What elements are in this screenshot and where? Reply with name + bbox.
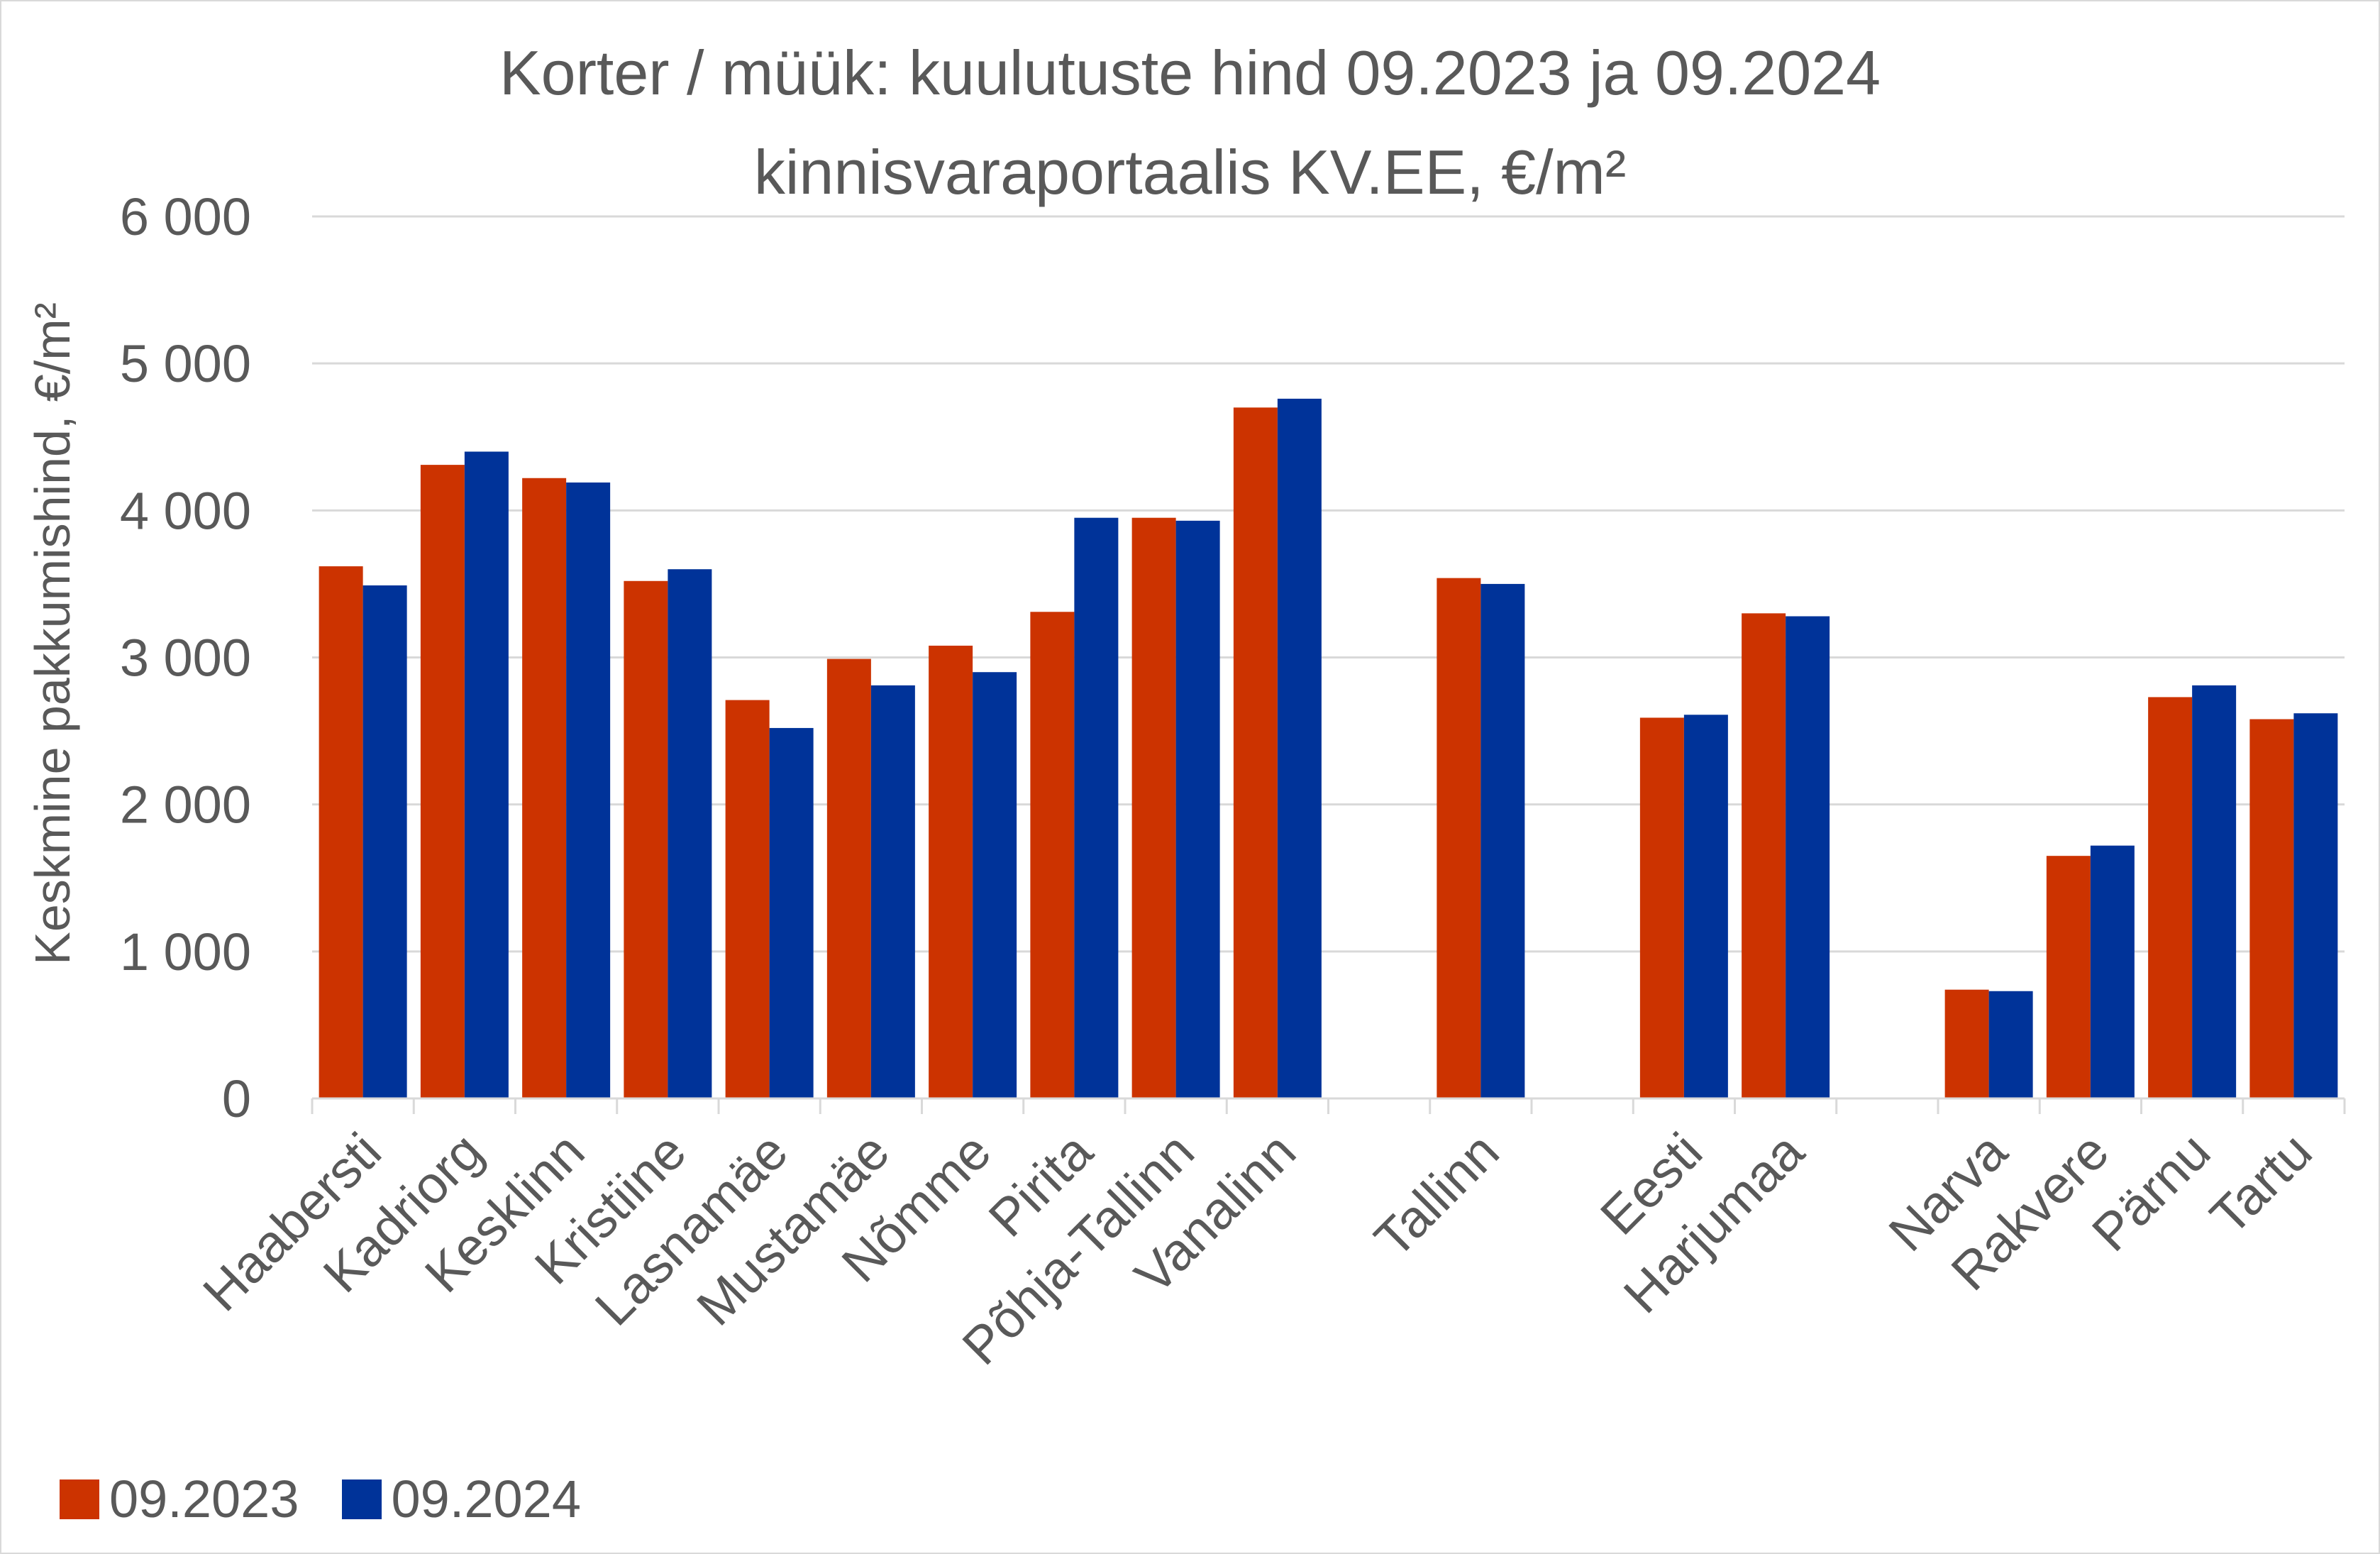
bar-09.2024-Harjumaa bbox=[1786, 616, 1830, 1098]
bar-09.2024-Kesklinn bbox=[566, 482, 611, 1098]
y-tick-label: 5 000 bbox=[120, 334, 251, 393]
chart-title: Korter / müük: kuulutuste hind 09.2023 j… bbox=[499, 38, 1881, 108]
bar-09.2023-Kadriorg bbox=[420, 465, 465, 1098]
bar-09.2023-Lasnamäe bbox=[725, 700, 770, 1098]
bar-09.2023-Narva bbox=[1944, 989, 1989, 1098]
bar-09.2023-Kristiine bbox=[624, 580, 668, 1098]
y-axis-label: Keskmine pakkumishind, €/m² bbox=[25, 302, 80, 965]
bar-09.2024-Kadriorg bbox=[464, 451, 509, 1098]
bar-09.2023-Harjumaa bbox=[1742, 613, 1786, 1098]
legend: 09.2023 09.2024 bbox=[60, 1469, 624, 1529]
bar-09.2024-Tallinn bbox=[1480, 583, 1525, 1098]
bar-09.2023-Haabersti bbox=[319, 566, 363, 1098]
bar-09.2024-Eesti bbox=[1683, 715, 1728, 1098]
bar-09.2023-Rakvere bbox=[2046, 856, 2091, 1098]
legend-swatch bbox=[341, 1479, 382, 1519]
bar-09.2024-Narva bbox=[1988, 991, 2033, 1098]
bar-09.2024-Kristiine bbox=[668, 569, 712, 1098]
bar-09.2023-Pirita bbox=[1030, 612, 1075, 1098]
x-tick-label: Pärnu bbox=[2081, 1122, 2221, 1262]
y-tick-label: 3 000 bbox=[120, 629, 251, 688]
bar-09.2023-Tallinn bbox=[1437, 578, 1481, 1098]
bar-09.2023-Eesti bbox=[1639, 717, 1684, 1098]
legend-item: 09.2024 bbox=[341, 1469, 582, 1529]
y-tick-label: 6 000 bbox=[120, 187, 251, 246]
bar-09.2024-Pärnu bbox=[2192, 685, 2237, 1098]
bar-09.2023-Pärnu bbox=[2148, 697, 2193, 1098]
legend-label: 09.2024 bbox=[391, 1470, 582, 1528]
legend-item: 09.2023 bbox=[60, 1469, 299, 1529]
bar-09.2023-Tartu bbox=[2249, 719, 2294, 1098]
bar-09.2023-Kesklinn bbox=[522, 478, 567, 1098]
bar-09.2023-Mustamäe bbox=[826, 658, 871, 1098]
bar-09.2023-Põhja-Tallinn bbox=[1131, 517, 1176, 1098]
bar-09.2024-Pirita bbox=[1074, 517, 1119, 1098]
bar-09.2024-Mustamäe bbox=[870, 685, 915, 1098]
y-tick-label: 1 000 bbox=[120, 922, 251, 981]
legend-label: 09.2023 bbox=[109, 1470, 299, 1528]
bar-09.2024-Haabersti bbox=[362, 585, 407, 1098]
legend-swatch bbox=[60, 1479, 99, 1519]
x-tick-label: Tartu bbox=[2199, 1122, 2323, 1246]
x-tick-label: Tallinn bbox=[1363, 1122, 1510, 1269]
y-tick-label: 2 000 bbox=[120, 776, 251, 834]
bar-09.2024-Rakvere bbox=[2090, 845, 2135, 1098]
chart-subtitle: kinnisvaraportaalis KV.EE, €/m² bbox=[753, 137, 1627, 207]
bar-09.2024-Lasnamäe bbox=[769, 727, 814, 1098]
bar-09.2024-Nõmme bbox=[973, 672, 1017, 1098]
bar-09.2024-Põhja-Tallinn bbox=[1175, 520, 1220, 1098]
y-tick-label: 4 000 bbox=[120, 481, 251, 540]
bar-09.2024-Tartu bbox=[2293, 713, 2338, 1098]
bar-09.2024-Vanalinn bbox=[1277, 398, 1322, 1098]
y-tick-label: 0 bbox=[222, 1069, 251, 1128]
bar-09.2023-Nõmme bbox=[929, 645, 973, 1098]
bar-09.2023-Vanalinn bbox=[1233, 407, 1278, 1098]
